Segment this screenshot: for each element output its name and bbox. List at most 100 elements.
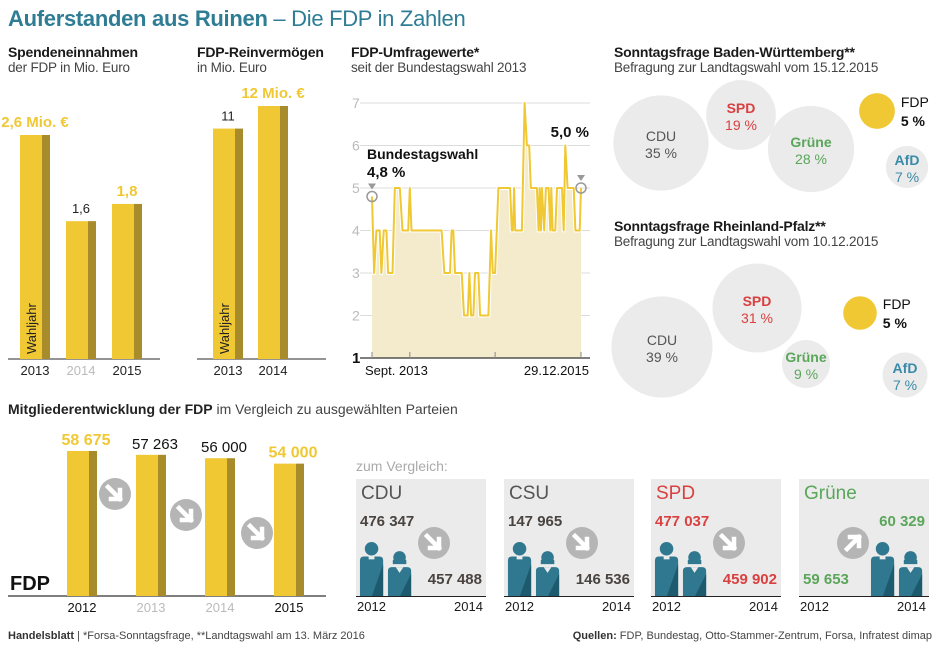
comparison-panel-cdu: CDU 476 347 457 488 <box>356 479 486 597</box>
bubble-party-label: CDU <box>646 128 676 144</box>
end-marker <box>575 182 587 194</box>
value-2012: 59 653 <box>803 571 849 588</box>
value-2014: 146 536 <box>575 571 630 588</box>
footnote-text: | *Forsa-Sonntagsfrage, **Landtagswahl a… <box>74 630 365 642</box>
year-2012-label: 2012 <box>652 599 681 614</box>
bubble-spd <box>712 263 802 353</box>
annotation-end-value: 5,0 % <box>551 124 589 141</box>
umfrage-chart: 1 2 3 4 5 6 7 Sept. 2013 29.12.2015 Bundestagswah… <box>352 95 590 378</box>
trend-arrow-down-icon <box>713 527 745 559</box>
bubble-value-label: 5 % <box>883 315 908 331</box>
x-tick-label: 2015 <box>113 363 142 378</box>
x-tick-label: 2013 <box>137 600 166 615</box>
bubble-party-label: AfD <box>895 152 920 168</box>
x-tick-label: 2014 <box>206 600 235 615</box>
bar-shade-2015 <box>134 203 142 359</box>
bar-value-label: 1,6 <box>72 201 90 216</box>
bubble-party-label: FDP <box>883 296 911 312</box>
bar-value-label: 58 675 <box>62 432 111 449</box>
bubble-party-label: FDP <box>901 94 929 110</box>
x-tick-label: 2014 <box>67 363 96 378</box>
x-tick-label: 2013 <box>21 363 50 378</box>
bubble-value-label: 7 % <box>895 169 919 185</box>
value-2012: 477 037 <box>655 513 710 530</box>
bubble-party-label: AfD <box>893 360 918 376</box>
bar-2014 <box>205 458 227 596</box>
year-2012-label: 2012 <box>800 599 829 614</box>
x-label-start: Sept. 2013 <box>365 363 428 378</box>
y-tick-label: 2 <box>352 308 360 324</box>
bar-2013 <box>136 454 158 596</box>
trend-arrow-down-icon <box>241 517 273 549</box>
rp-subheading: Befragung zur Landtagswahl vom 10.12.201… <box>614 234 879 249</box>
x-label-end: 29.12.2015 <box>524 363 589 378</box>
bw-heading: Sonntagsfrage Baden-Württemberg** <box>614 44 855 60</box>
bubble-spd <box>706 80 776 150</box>
start-pointer-icon <box>368 183 376 190</box>
umfrage-subheading: seit der Bundestagswahl 2013 <box>351 60 527 75</box>
page-title: Auferstanden aus Ruinen – Die FDP in Zah… <box>8 6 466 32</box>
bubble-party-label: SPD <box>727 100 756 116</box>
comparison-panel-csu: CSU 147 965 146 536 <box>504 479 634 597</box>
value-2014: 459 902 <box>722 571 777 588</box>
bubble-grüne <box>782 340 830 388</box>
mitglieder-heading-rest: im Vergleich zu ausgewählten Parteien <box>212 401 458 417</box>
x-tick-label: 2015 <box>275 600 304 615</box>
bubble-cdu <box>613 95 709 191</box>
fdp-party-label: FDP <box>10 573 50 595</box>
bar-shade-2014 <box>280 106 288 359</box>
members-people-icon <box>653 541 711 597</box>
title-bold: Auferstanden aus Ruinen <box>8 6 268 31</box>
members-people-icon <box>869 541 927 597</box>
poll-line <box>371 102 582 317</box>
wahljahr-label: Wahljahr <box>24 303 39 354</box>
rp-heading: Sonntagsfrage Rheinland-Pfalz** <box>614 218 826 234</box>
y-tick-label: 7 <box>352 95 360 111</box>
vermoegen-subheading: in Mio. Euro <box>197 60 267 75</box>
y-tick-label: 1 <box>352 350 360 367</box>
bubble-afd <box>885 145 929 189</box>
value-2014: 457 488 <box>427 571 482 588</box>
year-2014-label: 2014 <box>454 599 483 614</box>
bw-subheading: Befragung zur Landtagswahl vom 15.12.201… <box>614 60 879 75</box>
compare-label: zum Vergleich: <box>356 458 448 474</box>
spenden-heading: Spendeneinnahmen <box>8 44 138 60</box>
comparison-panel-grüne: Grüne 59 653 60 329 <box>799 479 929 597</box>
bar-2015 <box>274 463 296 596</box>
year-2014-label: 2014 <box>749 599 778 614</box>
bubble-value-label: 35 % <box>645 145 677 161</box>
members-people-icon <box>358 541 416 597</box>
y-tick-label: 5 <box>352 180 360 196</box>
party-name: Grüne <box>804 483 857 504</box>
bubble-value-label: 9 % <box>794 366 818 382</box>
bubble-cdu <box>611 296 713 398</box>
bubble-party-label: Grüne <box>790 134 831 150</box>
year-2012-label: 2012 <box>505 599 534 614</box>
start-marker <box>366 190 378 203</box>
trend-arrow-down-icon <box>418 527 450 559</box>
panel-baseline <box>651 595 781 597</box>
x-tick-label: 2012 <box>68 600 97 615</box>
bubble-party-label: Grüne <box>785 349 826 365</box>
y-tick-label: 6 <box>352 138 360 154</box>
party-name: SPD <box>656 483 696 504</box>
umfrage-heading: FDP-Umfragewerte* <box>351 44 480 60</box>
bar-value-label: 57 263 <box>132 436 178 453</box>
bar-value-label: 11 <box>221 109 235 124</box>
value-2012: 476 347 <box>360 513 415 530</box>
vermoegen-heading: FDP-Reinvermögen <box>197 44 324 60</box>
bar-2014 <box>66 221 88 359</box>
bubble-value-label: 39 % <box>646 349 678 365</box>
bar-2014 <box>258 106 280 359</box>
comparison-panel-spd: SPD 477 037 459 902 <box>651 479 781 597</box>
sources-text: FDP, Bundestag, Otto-Stammer-Zentrum, Fo… <box>616 630 932 642</box>
bar-value-label: 2,6 Mio. € <box>1 114 69 131</box>
bar-shade-2014 <box>88 221 96 359</box>
bubble-value-label: 28 % <box>795 151 827 167</box>
brand-label: Handelsblatt <box>8 630 75 642</box>
bar-shade-2012 <box>89 451 97 596</box>
sources-label: Quellen: <box>572 630 617 642</box>
bar-shade-2014 <box>227 458 235 596</box>
